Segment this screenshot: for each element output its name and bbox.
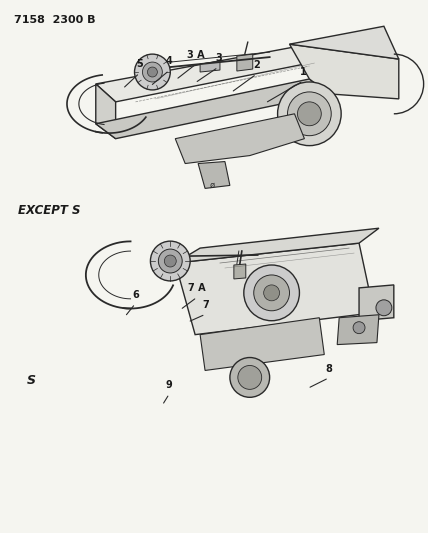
Circle shape	[376, 300, 392, 316]
Polygon shape	[337, 315, 379, 345]
Circle shape	[254, 275, 289, 311]
Text: ø: ø	[209, 181, 214, 190]
Circle shape	[147, 67, 158, 77]
Text: EXCEPT S: EXCEPT S	[18, 204, 81, 217]
Circle shape	[238, 366, 262, 389]
Circle shape	[244, 265, 300, 321]
Circle shape	[297, 102, 321, 126]
Polygon shape	[289, 44, 399, 99]
Circle shape	[158, 249, 182, 273]
Polygon shape	[96, 44, 329, 102]
Polygon shape	[237, 54, 253, 71]
Text: 7 A: 7 A	[188, 283, 206, 293]
Text: 3 A: 3 A	[187, 50, 205, 60]
Circle shape	[230, 358, 270, 397]
Circle shape	[288, 92, 331, 136]
Text: 7158  2300 B: 7158 2300 B	[14, 14, 95, 25]
Text: 3: 3	[215, 53, 222, 63]
Circle shape	[150, 241, 190, 281]
Text: 4: 4	[166, 56, 173, 66]
Polygon shape	[289, 26, 399, 59]
Circle shape	[134, 54, 170, 90]
Circle shape	[164, 255, 176, 267]
Polygon shape	[198, 161, 230, 188]
Text: 6: 6	[132, 289, 139, 300]
Polygon shape	[175, 228, 379, 263]
Polygon shape	[175, 243, 374, 335]
Polygon shape	[200, 318, 324, 370]
Polygon shape	[96, 84, 116, 139]
Circle shape	[353, 322, 365, 334]
Text: 1: 1	[300, 67, 307, 77]
Polygon shape	[200, 61, 220, 72]
Circle shape	[278, 82, 341, 146]
Text: S: S	[27, 374, 36, 387]
Text: 8: 8	[325, 364, 332, 374]
Polygon shape	[96, 79, 329, 139]
Text: 5: 5	[136, 59, 143, 69]
Polygon shape	[359, 285, 394, 321]
Text: 7: 7	[202, 300, 209, 310]
Polygon shape	[234, 264, 246, 279]
Circle shape	[264, 285, 279, 301]
Polygon shape	[175, 114, 304, 164]
Text: 2: 2	[253, 60, 260, 70]
Text: 9: 9	[166, 380, 173, 390]
Circle shape	[143, 62, 162, 82]
